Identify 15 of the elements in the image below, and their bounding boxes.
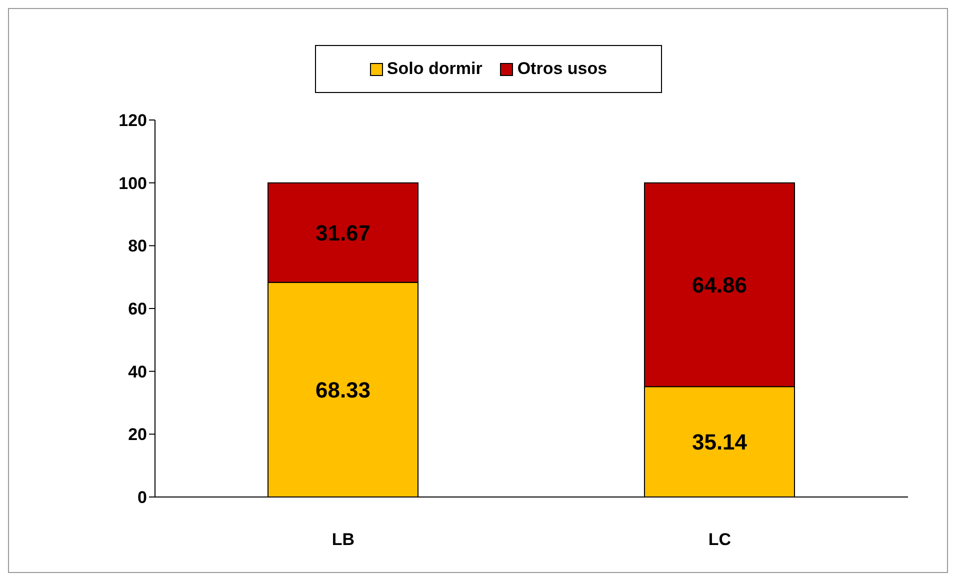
y-tick-label: 40 bbox=[128, 362, 147, 382]
legend-label: Otros usos bbox=[517, 59, 608, 79]
y-tick-label: 20 bbox=[128, 425, 147, 444]
x-tick-label: LC bbox=[708, 530, 732, 550]
y-tick-label: 60 bbox=[128, 300, 147, 319]
data-label: 68.33 bbox=[315, 377, 371, 402]
data-label: 31.67 bbox=[315, 220, 371, 246]
y-tick-label: 120 bbox=[118, 111, 147, 130]
data-label: 64.86 bbox=[692, 272, 748, 298]
y-tick-label: 80 bbox=[128, 236, 147, 256]
y-tick-label: 100 bbox=[118, 174, 147, 193]
x-tick-label: LB bbox=[332, 530, 355, 550]
data-label: 35.14 bbox=[692, 430, 748, 455]
y-tick-label: 0 bbox=[138, 488, 147, 508]
legend-label: Solo dormir bbox=[386, 59, 482, 79]
